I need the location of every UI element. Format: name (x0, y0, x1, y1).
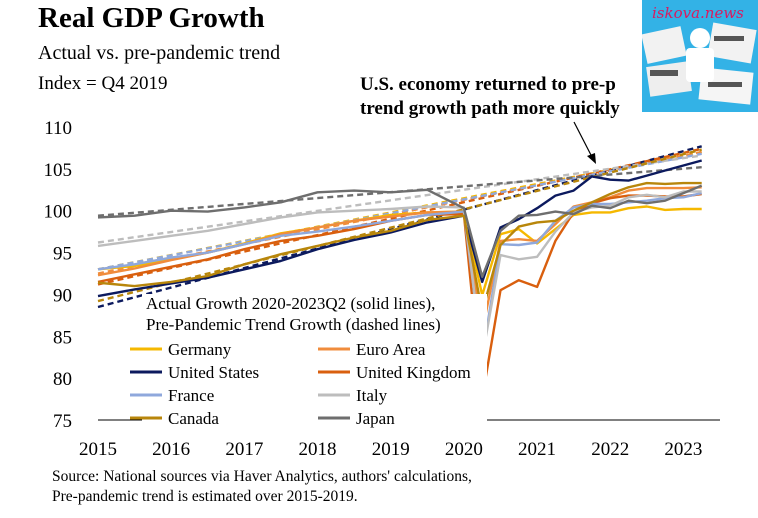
trend-lines (97, 145, 703, 309)
legend: Actual Growth 2020-2023Q2 (solid lines),… (130, 294, 487, 428)
trend-line-canada (97, 148, 702, 303)
x-tick-label: 2023 (664, 439, 702, 460)
chart-title: Real GDP Growth (38, 2, 265, 34)
y-tick-label: 90 (53, 285, 72, 306)
trend-line-italy (97, 154, 702, 244)
y-tick-label: 85 (53, 327, 72, 348)
legend-label: Germany (168, 340, 232, 359)
x-tick-label: 2018 (299, 439, 337, 460)
legend-background (142, 294, 487, 426)
logo-brand-text: iskova.news (652, 4, 744, 22)
arrow-head (587, 153, 596, 164)
x-tick-label: 2022 (591, 439, 629, 460)
legend-title-line-1: Actual Growth 2020-2023Q2 (solid lines), (146, 294, 435, 313)
legend-label: Italy (356, 386, 388, 405)
y-tick-label: 95 (53, 244, 72, 265)
legend-label: Euro Area (356, 340, 426, 359)
source-line-1: Source: National sources via Haver Analy… (52, 468, 472, 485)
x-tick-label: 2019 (372, 439, 410, 460)
y-tick-label: 75 (53, 411, 72, 432)
legend-label: Japan (356, 409, 395, 428)
actual-line-canada (97, 181, 702, 314)
x-tick-label: 2017 (225, 439, 263, 460)
trend-line-france (97, 152, 702, 271)
source-line-2: Pre-pandemic trend is estimated over 201… (52, 488, 358, 505)
newspaper-icon (642, 22, 757, 105)
arrow-shaft (573, 121, 593, 158)
actual-lines (97, 159, 703, 400)
y-tick-label: 105 (44, 160, 73, 181)
legend-label: United Kingdom (356, 363, 471, 382)
x-tick-label: 2016 (152, 439, 190, 460)
actual-line-united-kingdom (97, 192, 702, 400)
y-tick-label: 100 (44, 202, 73, 223)
x-tick-label: 2021 (518, 439, 556, 460)
y-tick-label: 80 (53, 369, 72, 390)
annotation: U.S. economy returned to pre-p trend gro… (360, 73, 620, 121)
y-tick-label: 110 (44, 118, 72, 139)
legend-title-line-2: Pre-Pandemic Trend Growth (dashed lines) (146, 315, 441, 334)
source-note: Source: National sources via Haver Analy… (52, 467, 472, 507)
annotation-arrow (573, 121, 596, 164)
actual-line-japan (97, 184, 703, 278)
x-tick-label: 2015 (79, 439, 117, 460)
annotation-line-2: trend growth path more quickly (360, 98, 620, 119)
legend-label: Canada (168, 409, 219, 428)
y-axis: 75 80 85 90 95 100 105 110 (44, 118, 73, 432)
index-note: Index = Q4 2019 (38, 73, 168, 94)
annotation-line-1: U.S. economy returned to pre-p (360, 74, 616, 95)
legend-label: France (168, 386, 214, 405)
actual-line-italy (97, 190, 702, 359)
legend-label: United States (168, 363, 259, 382)
chart-subtitle: Actual vs. pre-pandemic trend (38, 42, 281, 64)
newspaper-collage-logo: iskova.news (642, 0, 758, 112)
x-tick-label: 2020 (445, 439, 483, 460)
